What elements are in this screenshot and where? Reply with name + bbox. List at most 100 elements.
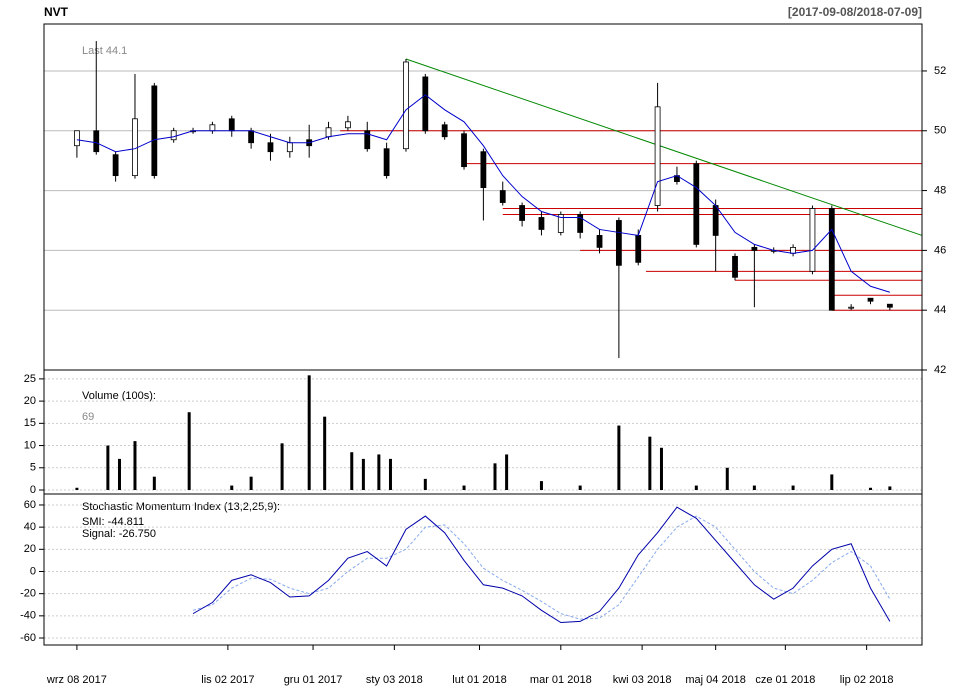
candle-body (538, 217, 545, 230)
candle-body (228, 118, 235, 132)
volume-bar (578, 485, 582, 490)
candle-body (615, 220, 622, 266)
candle-body (112, 154, 119, 177)
candle-body (267, 142, 274, 153)
volume-bar (539, 481, 543, 490)
volume-bar (361, 458, 365, 490)
candle-body (151, 85, 158, 177)
candle-body (441, 124, 448, 138)
volume-bar (752, 485, 756, 490)
y-tick-label: 5 (30, 462, 36, 474)
smi-title: Stochastic Momentum Index (13,2,25,9): (82, 501, 280, 513)
volume-bar (617, 425, 621, 490)
panel-frame (43, 493, 923, 646)
y-tick-label: 48 (934, 184, 946, 196)
y-tick-label: 60 (24, 499, 36, 511)
volume-title: Volume (100s): (82, 390, 156, 402)
candle-body (209, 124, 216, 132)
x-tick-label: lut 01 2018 (452, 674, 506, 686)
x-tick-label: gru 01 2017 (284, 674, 343, 686)
last-label: Last 44.1 (82, 45, 127, 57)
candle-body (557, 214, 564, 233)
volume-bar (830, 474, 834, 490)
x-tick-label: wrz 08 2017 (46, 674, 107, 686)
y-tick-label: 20 (24, 543, 36, 555)
x-tick-label: cze 01 2018 (755, 674, 815, 686)
y-tick-label: 0 (30, 484, 36, 496)
volume-bar (377, 454, 381, 490)
x-tick-label: lis 02 2017 (201, 674, 254, 686)
candle-body (809, 208, 816, 272)
volume-bar (648, 436, 652, 490)
series-label: Signal: -26.750 (82, 528, 156, 540)
volume-bar (694, 485, 698, 490)
volume-bar (249, 476, 253, 490)
candle-body (132, 118, 138, 177)
candle-body (751, 246, 758, 251)
volume-last: 69 (82, 411, 94, 423)
candle-body (654, 106, 661, 206)
y-tick-label: 15 (24, 417, 36, 429)
y-tick-label: 46 (934, 244, 946, 256)
chart-title: NVT (44, 5, 69, 19)
candle-body (93, 130, 100, 153)
candle-body (344, 121, 351, 129)
x-tick-label: lip 02 2018 (840, 674, 894, 686)
candle-body (790, 246, 796, 254)
y-tick-label: 40 (24, 521, 36, 533)
candle-body (170, 130, 177, 141)
candle-body (383, 148, 390, 177)
candle-body (693, 163, 700, 245)
candle-body (828, 208, 835, 311)
date-range: [2017-09-08/2018-07-09] (788, 5, 922, 19)
x-tick-label: sty 03 2018 (366, 674, 423, 686)
volume-bar (350, 452, 354, 490)
volume-bar (493, 463, 497, 490)
candle-body (867, 297, 874, 302)
y-tick-label: 20 (24, 395, 36, 407)
x-tick-label: maj 04 2018 (685, 674, 746, 686)
volume-bar (323, 416, 327, 490)
candle-body (74, 130, 80, 147)
y-tick-label: 25 (24, 373, 36, 385)
candle-body (480, 151, 487, 188)
volume-bar (117, 458, 121, 490)
y-tick-label: 10 (24, 439, 36, 451)
trend-line (405, 58, 923, 236)
y-tick-label: 44 (934, 304, 946, 316)
candle-body (248, 130, 255, 144)
candle-body (364, 130, 371, 150)
volume-bar (659, 447, 663, 490)
candle-body (403, 61, 409, 150)
y-tick-label: -40 (20, 610, 36, 622)
series-line (192, 506, 891, 624)
volume-bar (187, 412, 191, 490)
candle-body (886, 303, 893, 308)
volume-bar (152, 476, 156, 490)
y-tick-label: 42 (934, 364, 946, 376)
volume-bar (462, 485, 466, 490)
volume-bar (307, 375, 311, 490)
candle-body (286, 142, 293, 153)
candle-body (325, 127, 332, 138)
volume-bar (423, 478, 427, 490)
candle-body (635, 235, 642, 263)
candle-body (519, 205, 525, 221)
candle-body (422, 76, 429, 132)
volume-bar (75, 487, 79, 490)
candle-body (499, 190, 506, 203)
volume-bar (230, 485, 234, 490)
candle-body (577, 214, 584, 233)
candle-body (732, 255, 738, 278)
y-tick-label: 0 (30, 565, 36, 577)
candle-body (848, 306, 855, 309)
series-line (192, 515, 891, 620)
volume-bar (725, 467, 729, 490)
x-tick-label: kwi 03 2018 (613, 674, 672, 686)
volume-bar (505, 454, 509, 490)
volume-bar (869, 487, 873, 490)
volume-bar (133, 441, 137, 490)
volume-bar (280, 443, 284, 490)
